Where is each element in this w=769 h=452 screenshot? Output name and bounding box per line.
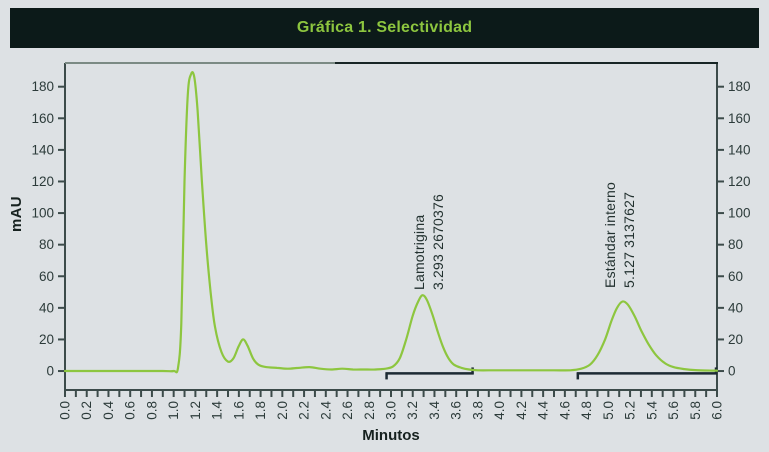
x-tick-label: 1.2 (188, 401, 203, 420)
x-tick-label: 2.6 (340, 401, 355, 420)
y-tick-label-right: 180 (728, 79, 751, 94)
x-tick-label: 2.8 (362, 401, 377, 420)
x-tick-label: 0.2 (79, 401, 94, 420)
x-tick-label: 3.8 (470, 401, 485, 420)
y-tick-label-right: 0 (728, 364, 736, 379)
chromatogram-trace (63, 71, 719, 374)
x-tick-label: 3.6 (449, 401, 464, 420)
x-tick-label: 4.8 (579, 401, 594, 420)
y-tick-label-left: 80 (39, 237, 54, 252)
x-tick-label: 5.2 (623, 401, 638, 420)
x-tick-label: 3.4 (427, 401, 442, 420)
x-tick-label: 4.4 (536, 401, 551, 420)
x-tick-label: 5.6 (666, 401, 681, 420)
x-tick-label: 2.2 (297, 401, 312, 420)
y-tick-label-right: 80 (728, 237, 743, 252)
x-tick-label: 1.8 (253, 401, 268, 420)
x-tick-label: 2.0 (275, 401, 290, 420)
x-tick-label: 5.0 (601, 401, 616, 420)
y-tick-label-right: 140 (728, 142, 751, 157)
y-tick-label-right: 60 (728, 269, 743, 284)
y-tick-label-left: 160 (31, 111, 54, 126)
x-tick-label: 3.0 (384, 401, 399, 420)
y-tick-label-right: 40 (728, 300, 743, 315)
x-tick-label: 0.8 (144, 401, 159, 420)
figure-title: Gráfica 1. Selectividad (296, 19, 473, 36)
y-tick-label-left: 60 (39, 269, 54, 284)
y-tick-label-left: 180 (31, 79, 54, 94)
x-tick-label: 3.2 (405, 401, 420, 420)
x-axis-title: Minutos (362, 427, 420, 444)
x-tick-label: 2.4 (318, 401, 333, 420)
x-tick-label: 1.0 (166, 401, 181, 420)
x-tick-label: 1.6 (231, 401, 246, 420)
x-tick-label: 6.0 (710, 401, 725, 420)
y-tick-label-right: 120 (728, 174, 751, 189)
y-tick-label-left: 20 (39, 332, 54, 347)
peak-label-estandar-interno: Estándar interno 5.127 3137627 (601, 182, 639, 288)
y-tick-label-right: 160 (728, 111, 751, 126)
x-tick-label: 5.8 (688, 401, 703, 420)
y-tick-label-right: 20 (728, 332, 743, 347)
x-tick-label: 0.4 (101, 401, 116, 420)
y-axis-title: mAU (8, 196, 25, 232)
x-tick-label: 1.4 (210, 401, 225, 420)
y-tick-label-left: 100 (31, 206, 54, 221)
x-tick-label: 0.0 (58, 401, 73, 420)
y-tick-label-left: 40 (39, 300, 54, 315)
peak-rt-area: 5.127 3137627 (621, 191, 637, 288)
x-tick-label: 4.0 (492, 401, 507, 420)
y-tick-label-right: 100 (728, 206, 751, 221)
peak-rt-area: 3.293 2670376 (430, 193, 446, 290)
x-tick-label: 0.6 (123, 401, 138, 420)
y-tick-label-left: 0 (46, 364, 54, 379)
figure-title-bar: Gráfica 1. Selectividad (10, 8, 759, 48)
peak-label-lamotrigina: Lamotrigina 3.293 2670376 (410, 194, 448, 290)
x-tick-label: 5.4 (644, 401, 659, 420)
x-tick-label: 4.6 (557, 401, 572, 420)
peak-name: Lamotrigina (411, 214, 427, 290)
y-tick-label-left: 120 (31, 174, 54, 189)
x-tick-label: 4.2 (514, 401, 529, 420)
peak-name: Estándar interno (602, 182, 618, 288)
y-tick-label-left: 140 (31, 142, 54, 157)
